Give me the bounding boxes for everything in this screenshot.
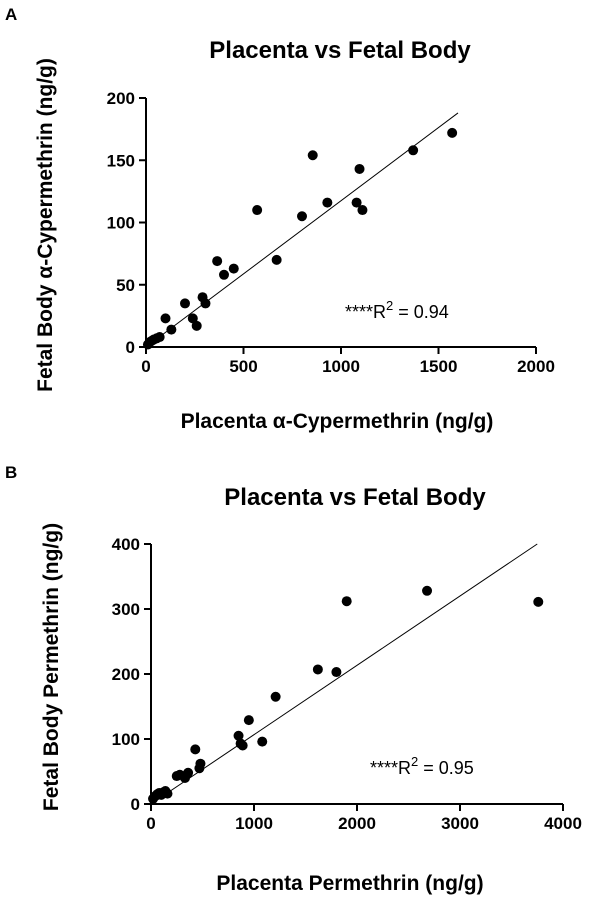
data-point — [351, 197, 362, 208]
x-axis-title: Placenta Permethrin (ng/g) — [216, 872, 483, 895]
data-point — [354, 163, 365, 174]
data-point — [166, 324, 177, 335]
data-point — [180, 298, 190, 309]
x-tick-label: 1000 — [235, 814, 273, 833]
x-tick-label: 0 — [146, 814, 155, 833]
x-tick-label: 2000 — [517, 357, 555, 376]
r-symbol: R — [398, 758, 411, 778]
y-tick-label: 400 — [112, 535, 140, 554]
data-point — [307, 150, 318, 161]
data-point — [200, 298, 211, 309]
x-tick-label: 1500 — [420, 357, 458, 376]
data-point — [322, 197, 333, 208]
data-point — [271, 254, 282, 265]
significance-stars: **** — [345, 302, 373, 322]
data-point — [243, 715, 254, 726]
data-point — [270, 691, 281, 702]
r-symbol: R — [373, 302, 386, 322]
data-point — [257, 736, 268, 747]
x-tick-label: 3000 — [441, 814, 479, 833]
x-tick-label: 2000 — [338, 814, 376, 833]
data-point — [312, 664, 323, 675]
r-squared-value: = 0.95 — [418, 758, 474, 778]
x-tick-label: 4000 — [544, 814, 582, 833]
y-tick-label: 0 — [126, 338, 135, 357]
data-point — [160, 313, 171, 324]
regression-line — [145, 112, 459, 348]
r-exponent: 2 — [386, 298, 393, 313]
data-point — [252, 205, 263, 216]
y-axis-title: Fetal Body Permethrin (ng/g) — [40, 523, 63, 811]
data-point — [422, 585, 433, 596]
r-exponent: 2 — [411, 754, 418, 769]
r-squared-annotation: ****R2 = 0.95 — [370, 754, 474, 778]
x-tick-label: 1000 — [322, 357, 360, 376]
x-axis-title: Placenta α-Cypermethrin (ng/g) — [181, 410, 494, 433]
data-point — [219, 269, 229, 280]
panel-label: B — [5, 463, 17, 482]
chart-title: Placenta vs Fetal Body — [209, 37, 471, 64]
data-point — [447, 127, 458, 138]
data-point — [341, 596, 352, 607]
y-tick-label: 50 — [116, 276, 135, 295]
x-tick-label: 0 — [141, 357, 150, 376]
data-point — [237, 740, 248, 751]
data-point — [331, 667, 342, 678]
r-squared-annotation: ****R2 = 0.94 — [345, 298, 449, 322]
data-point — [154, 332, 165, 343]
data-point — [533, 596, 544, 607]
data-point — [212, 256, 223, 267]
y-tick-label: 300 — [112, 600, 140, 619]
data-point — [233, 730, 244, 741]
y-tick-label: 100 — [107, 214, 135, 233]
data-point — [228, 263, 239, 274]
y-tick-label: 200 — [112, 665, 140, 684]
y-tick-label: 200 — [107, 89, 135, 108]
data-point — [191, 320, 202, 331]
y-tick-label: 150 — [107, 151, 135, 170]
data-point — [162, 788, 173, 799]
chart-title: Placenta vs Fetal Body — [224, 484, 486, 511]
data-point — [187, 313, 198, 324]
data-point — [195, 758, 206, 769]
data-point — [190, 744, 201, 755]
data-point — [408, 145, 419, 156]
y-tick-label: 0 — [131, 795, 140, 814]
data-point — [183, 767, 194, 778]
y-axis-title: Fetal Body α-Cypermethrin (ng/g) — [34, 58, 57, 392]
data-point — [297, 211, 307, 222]
significance-stars: **** — [370, 758, 398, 778]
y-tick-label: 100 — [112, 730, 140, 749]
x-tick-label: 500 — [229, 357, 257, 376]
r-squared-value: = 0.94 — [393, 302, 449, 322]
panel-label: A — [5, 5, 17, 24]
panel-a: A Placenta vs Fetal Body Fetal Body α-Cy… — [5, 5, 555, 433]
regression-line — [150, 543, 538, 805]
data-point — [357, 205, 368, 216]
panel-b: B Placenta vs Fetal Body Fetal Body Perm… — [5, 463, 582, 895]
